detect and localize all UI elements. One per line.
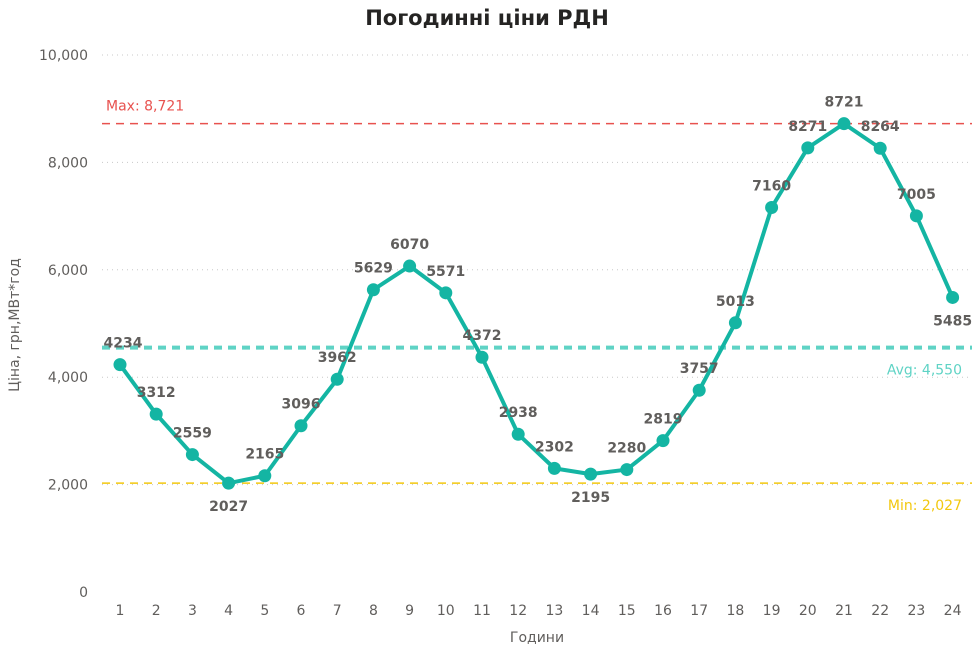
data-point — [873, 141, 887, 155]
data-labels: 4234 3312 2559 2027 2165 3096 3962 5629 6070 5571… — [104, 95, 973, 515]
ref-label-min: Min: 2,027 — [888, 498, 962, 514]
data-point — [692, 383, 706, 397]
x-tick-label: 3 — [188, 603, 197, 619]
x-tick-label: 10 — [437, 603, 455, 619]
y-tick-label: 4,000 — [48, 370, 88, 386]
data-point — [149, 407, 163, 421]
data-label: 8271 — [788, 119, 827, 135]
x-tick-label: 19 — [763, 603, 781, 619]
data-label: 8264 — [861, 119, 900, 135]
x-tick-label: 17 — [690, 603, 708, 619]
y-tick-label: 10,000 — [39, 48, 88, 64]
ref-label-max: Max: 8,721 — [106, 99, 184, 115]
x-tick-label: 15 — [618, 603, 636, 619]
x-tick-label: 21 — [835, 603, 853, 619]
x-tick-label: 7 — [333, 603, 342, 619]
data-point — [294, 419, 308, 433]
data-label: 3312 — [137, 385, 176, 401]
y-axis-title: Ціна, грн,МВт*год — [7, 258, 23, 392]
x-tick-label: 5 — [260, 603, 269, 619]
x-tick-label: 1 — [116, 603, 125, 619]
data-point — [801, 141, 815, 155]
x-tick-label: 22 — [871, 603, 889, 619]
x-tick-label: 13 — [545, 603, 563, 619]
data-label: 3096 — [282, 397, 321, 413]
y-tick-label: 6,000 — [48, 263, 88, 279]
x-tick-label: 14 — [582, 603, 600, 619]
data-point — [547, 461, 561, 475]
series — [113, 117, 960, 490]
x-axis: 1 2 3 4 5 6 7 8 9 10 11 12 13 14 15 16 17 18 19 20 21 22 23 24 — [116, 603, 962, 619]
x-tick-label: 23 — [907, 603, 925, 619]
data-label: 2280 — [607, 441, 646, 457]
data-point — [222, 476, 236, 490]
data-label: 2027 — [209, 499, 248, 515]
data-label: 4372 — [463, 328, 502, 344]
data-label: 2938 — [499, 405, 538, 421]
data-point — [584, 467, 598, 481]
data-label: 6070 — [390, 237, 429, 253]
x-tick-label: 8 — [369, 603, 378, 619]
x-tick-label: 12 — [509, 603, 527, 619]
y-tick-label: 0 — [79, 585, 88, 601]
data-label: 2302 — [535, 439, 574, 455]
series-line — [118, 121, 955, 486]
chart-title: Погодинні ціни РДН — [365, 6, 609, 30]
data-label: 3757 — [680, 361, 719, 377]
ref-label-avg: Avg: 4,550 — [887, 363, 962, 379]
data-label: 2165 — [245, 447, 284, 463]
data-point — [909, 209, 923, 223]
x-tick-label: 11 — [473, 603, 491, 619]
data-label: 2195 — [571, 490, 610, 506]
x-tick-label: 24 — [944, 603, 962, 619]
data-point — [439, 286, 453, 300]
data-point — [511, 427, 525, 441]
data-label: 2559 — [173, 426, 212, 442]
reference-lines: Max: 8,721 Avg: 4,550 Min: 2,027 — [102, 99, 972, 514]
data-point — [475, 350, 489, 364]
x-tick-label: 4 — [224, 603, 233, 619]
data-point — [765, 201, 779, 215]
data-label: 2819 — [644, 412, 683, 428]
data-point — [185, 448, 199, 462]
gridlines — [102, 54, 972, 486]
x-axis-title: Години — [510, 630, 564, 646]
data-point — [258, 469, 272, 483]
x-tick-label: 6 — [297, 603, 306, 619]
data-label: 8721 — [825, 95, 864, 111]
data-point — [366, 283, 380, 297]
x-tick-label: 2 — [152, 603, 161, 619]
data-label: 3962 — [318, 350, 357, 366]
x-tick-label: 20 — [799, 603, 817, 619]
data-point — [330, 372, 344, 386]
data-point — [620, 463, 634, 477]
y-tick-label: 8,000 — [48, 155, 88, 171]
x-tick-label: 18 — [726, 603, 744, 619]
y-tick-label: 2,000 — [48, 478, 88, 494]
data-point — [656, 434, 670, 448]
x-tick-label: 9 — [405, 603, 414, 619]
data-label: 5013 — [716, 294, 755, 310]
data-label: 7160 — [752, 179, 791, 195]
y-axis: 0 2,000 4,000 6,000 8,000 10,000 — [39, 48, 88, 601]
x-tick-label: 16 — [654, 603, 672, 619]
data-label: 5629 — [354, 261, 393, 277]
data-label: 4234 — [104, 336, 143, 352]
data-point — [728, 316, 742, 330]
data-label: 5485 — [933, 313, 972, 329]
data-point — [837, 117, 851, 131]
data-point — [113, 358, 127, 372]
data-point — [946, 290, 960, 304]
data-point — [403, 259, 417, 273]
data-label: 7005 — [897, 187, 936, 203]
data-label: 5571 — [426, 264, 465, 280]
